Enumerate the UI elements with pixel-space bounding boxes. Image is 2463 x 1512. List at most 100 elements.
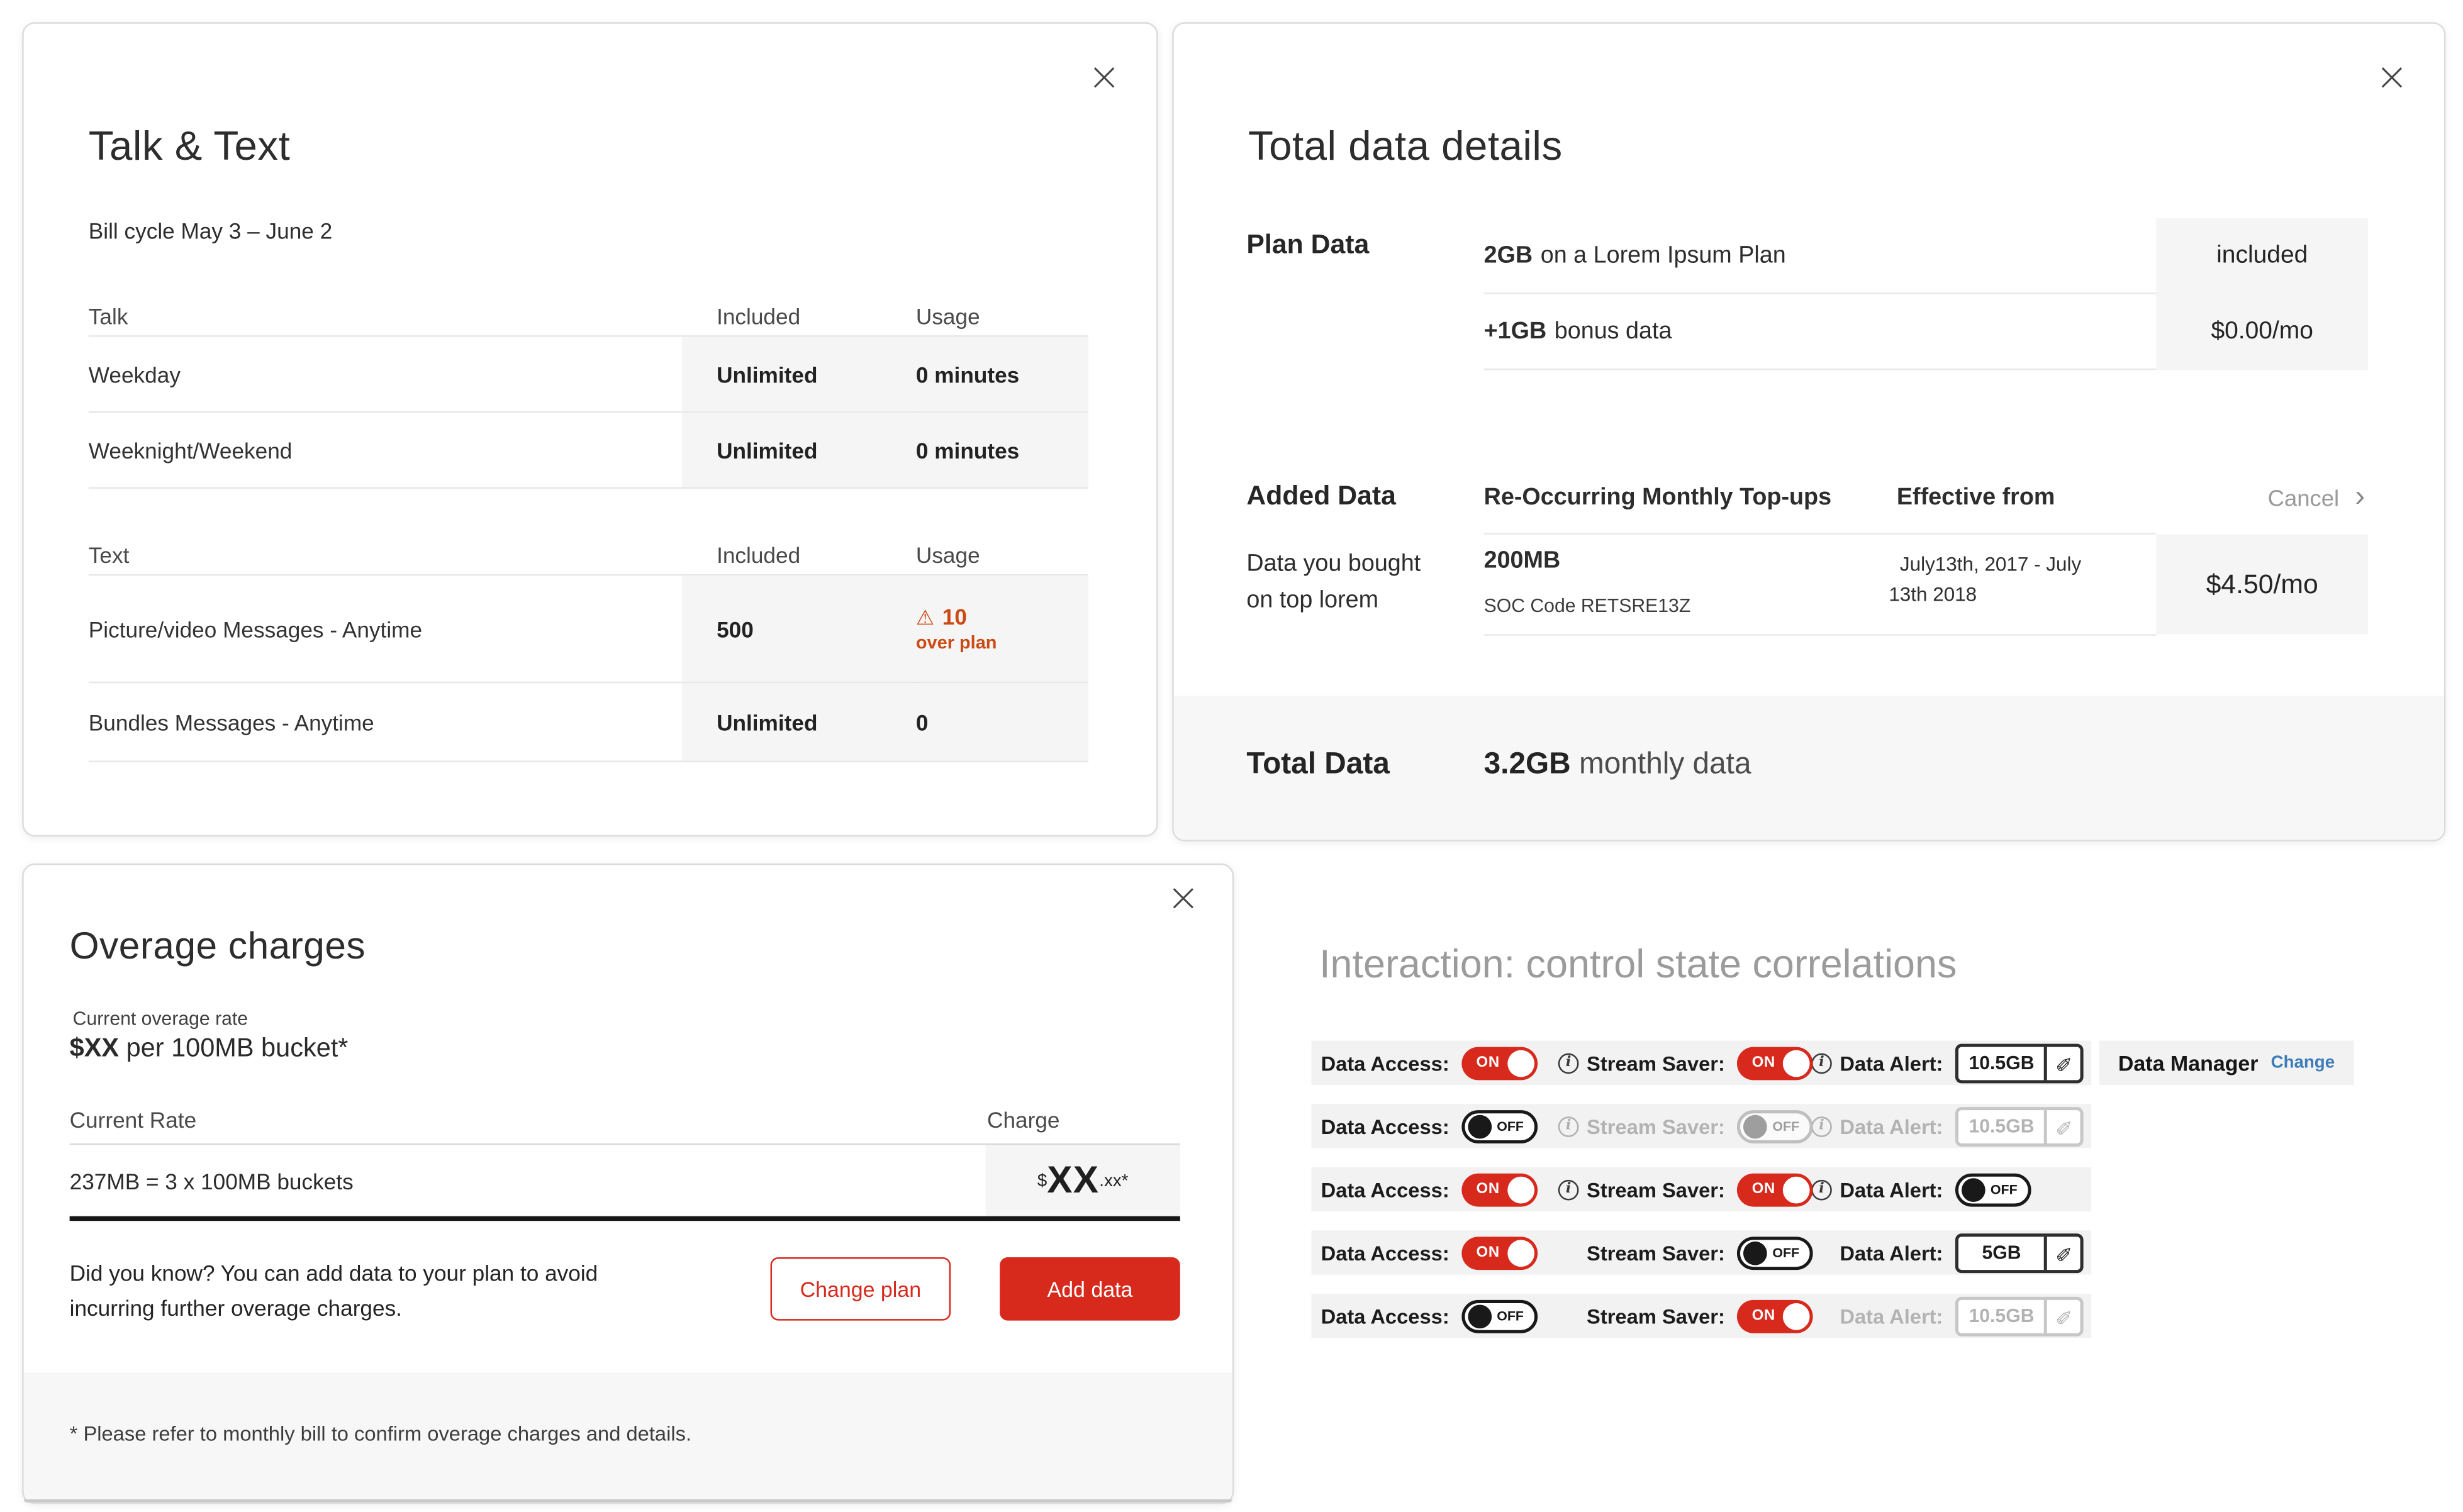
info-icon[interactable]: i bbox=[1558, 1052, 1579, 1074]
text-table: Text Included Usage Picture/video Messag… bbox=[88, 534, 1088, 762]
cancel-label: Cancel bbox=[2267, 486, 2340, 512]
data-manager-label: Data Manager bbox=[2118, 1050, 2259, 1075]
toggle-knob bbox=[1744, 1240, 1768, 1265]
info-icon[interactable]: i bbox=[1811, 1179, 1832, 1200]
change-link[interactable]: Change bbox=[2270, 1053, 2335, 1072]
effective-date-line: 13th 2018 bbox=[1889, 583, 1977, 606]
charge-header: Charge bbox=[987, 1107, 1060, 1133]
info-icon: i bbox=[1558, 1115, 1579, 1137]
table-row: Bundles Messages - Anytime Unlimited 0 bbox=[88, 683, 1088, 762]
add-data-button[interactable]: Add data bbox=[1000, 1257, 1180, 1321]
data-access-toggle-on[interactable]: ON bbox=[1461, 1172, 1538, 1206]
data-alert-input[interactable]: 5GB ✎ bbox=[1955, 1233, 2084, 1272]
data-alert-input[interactable]: 10.5GB ✎ bbox=[1955, 1043, 2084, 1083]
column-header: Text bbox=[88, 534, 682, 574]
control-row-5: Data Access: OFF i Stream Saver: ON i Da… bbox=[1311, 1293, 2092, 1338]
data-alert-label: Data Alert: bbox=[1840, 1304, 1943, 1328]
change-plan-button[interactable]: Change plan bbox=[770, 1257, 951, 1321]
stream-saver-toggle-on[interactable]: ON bbox=[1738, 1046, 1814, 1080]
data-access-label: Data Access: bbox=[1321, 1304, 1449, 1328]
toggle-knob bbox=[1744, 1114, 1768, 1138]
pencil-icon[interactable]: ✎ bbox=[2044, 1046, 2080, 1080]
table-header-row: Text Included Usage bbox=[88, 534, 1088, 576]
close-icon[interactable] bbox=[2381, 67, 2403, 89]
plan-row: 2GB on a Lorem Ipsum Plan included bbox=[1483, 218, 2369, 294]
data-alert-label: Data Alert: bbox=[1840, 1177, 1943, 1201]
charge-currency: $ bbox=[1037, 1170, 1047, 1191]
toggle-state-text: ON bbox=[1751, 1181, 1776, 1198]
charge-amount: XX bbox=[1047, 1158, 1100, 1201]
info-icon: i bbox=[1811, 1115, 1832, 1137]
toggle-knob bbox=[1783, 1302, 1811, 1330]
total-desc: monthly data bbox=[1578, 748, 1751, 782]
stream-saver-toggle-off[interactable]: OFF bbox=[1738, 1236, 1814, 1269]
data-alert-value: 10.5GB bbox=[1969, 1115, 2035, 1137]
close-icon[interactable] bbox=[1172, 887, 1194, 909]
current-rate-header: Current Rate bbox=[69, 1107, 197, 1133]
data-alert-label: Data Alert: bbox=[1840, 1050, 1943, 1075]
talk-text-modal: Talk & Text Bill cycle May 3 – June 2 Ta… bbox=[22, 22, 1158, 837]
column-header: Included bbox=[681, 296, 916, 336]
data-access-toggle-on[interactable]: ON bbox=[1461, 1236, 1538, 1269]
stream-saver-label: Stream Saver: bbox=[1587, 1304, 1725, 1328]
close-icon[interactable] bbox=[1093, 67, 1115, 89]
stream-saver-toggle-on[interactable]: ON bbox=[1738, 1172, 1814, 1206]
data-desc: on a Lorem Ipsum Plan bbox=[1540, 242, 1786, 269]
warning-icon: ⚠ bbox=[915, 604, 935, 629]
toggle-knob bbox=[1507, 1176, 1535, 1203]
row-label: Weekday bbox=[88, 361, 181, 387]
toggle-knob bbox=[1468, 1304, 1492, 1328]
toggle-knob bbox=[1783, 1176, 1811, 1203]
toggle-state-text: ON bbox=[1751, 1307, 1776, 1325]
cancel-link[interactable]: Cancel › bbox=[2267, 482, 2365, 513]
effective-date-line: July13th, 2017 - July bbox=[1899, 553, 2082, 576]
price-value: included bbox=[2156, 218, 2369, 294]
data-access-toggle-off[interactable]: OFF bbox=[1461, 1299, 1538, 1333]
info-icon[interactable]: i bbox=[1811, 1052, 1832, 1074]
effective-from-header: Effective from bbox=[1896, 484, 2055, 511]
stream-saver-toggle-disabled: OFF bbox=[1738, 1109, 1814, 1143]
data-access-toggle-off[interactable]: OFF bbox=[1461, 1109, 1538, 1143]
data-manager-box: Data Manager Change bbox=[2099, 1040, 2354, 1085]
pencil-icon: ✎ bbox=[2044, 1299, 2080, 1333]
total-data-modal: Total data details Plan Data 2GB on a Lor… bbox=[1172, 22, 2446, 842]
stream-saver-label: Stream Saver: bbox=[1587, 1114, 1725, 1138]
plan-row: +1GB bonus data $0.00/mo bbox=[1483, 294, 2369, 370]
row-label: Weeknight/Weekend bbox=[88, 437, 293, 463]
over-plan-note: over plan bbox=[915, 634, 997, 653]
data-alert-toggle-off[interactable]: OFF bbox=[1955, 1172, 2032, 1206]
data-access-label: Data Access: bbox=[1321, 1050, 1449, 1075]
table-row: Weeknight/Weekend Unlimited 0 minutes bbox=[88, 413, 1088, 489]
added-data-row-label: Data you bought on top lorem bbox=[1246, 546, 1421, 619]
toggle-state-text: ON bbox=[1476, 1181, 1500, 1198]
data-access-toggle-on[interactable]: ON bbox=[1461, 1046, 1538, 1080]
overage-charges-modal: Overage charges Current overage rate $XX… bbox=[22, 863, 1234, 1504]
data-amount: +1GB bbox=[1483, 318, 1547, 345]
stream-saver-label: Stream Saver: bbox=[1587, 1050, 1725, 1075]
data-alert-value: 5GB bbox=[1982, 1241, 2021, 1264]
plan-data-rows: 2GB on a Lorem Ipsum Plan included +1GB bo… bbox=[1483, 218, 2369, 370]
included-value: Unlimited bbox=[681, 336, 916, 411]
data-alert-value: 10.5GB bbox=[1969, 1052, 2035, 1074]
control-row-2: Data Access: OFF i Stream Saver: OFF i D… bbox=[1311, 1104, 2092, 1148]
info-icon[interactable]: i bbox=[1558, 1179, 1579, 1200]
modal-title: Total data details bbox=[1248, 121, 1563, 170]
total-amount: 3.2GB bbox=[1483, 748, 1571, 782]
data-alert-input-disabled: 10.5GB ✎ bbox=[1955, 1106, 2084, 1146]
column-header: Talk bbox=[88, 296, 682, 336]
pencil-icon[interactable]: ✎ bbox=[2044, 1236, 2080, 1269]
added-data-label: Added Data bbox=[1246, 481, 1396, 511]
modal-title: Talk & Text bbox=[88, 121, 291, 170]
data-desc: bonus data bbox=[1554, 318, 1672, 345]
toggle-state-text: ON bbox=[1751, 1053, 1776, 1072]
column-header: Included bbox=[681, 534, 916, 574]
data-alert-label: Data Alert: bbox=[1840, 1240, 1943, 1265]
toggle-knob bbox=[1783, 1049, 1811, 1077]
modal-footer: * Please refer to monthly bill to confir… bbox=[23, 1372, 1232, 1503]
included-value: Unlimited bbox=[681, 683, 916, 761]
toggle-state-text: ON bbox=[1476, 1053, 1500, 1072]
talk-table: Talk Included Usage Weekday Unlimited 0 … bbox=[88, 296, 1088, 489]
toggle-state-text: ON bbox=[1476, 1243, 1500, 1262]
stream-saver-label: Stream Saver: bbox=[1587, 1240, 1725, 1265]
stream-saver-toggle-on[interactable]: ON bbox=[1738, 1299, 1814, 1333]
